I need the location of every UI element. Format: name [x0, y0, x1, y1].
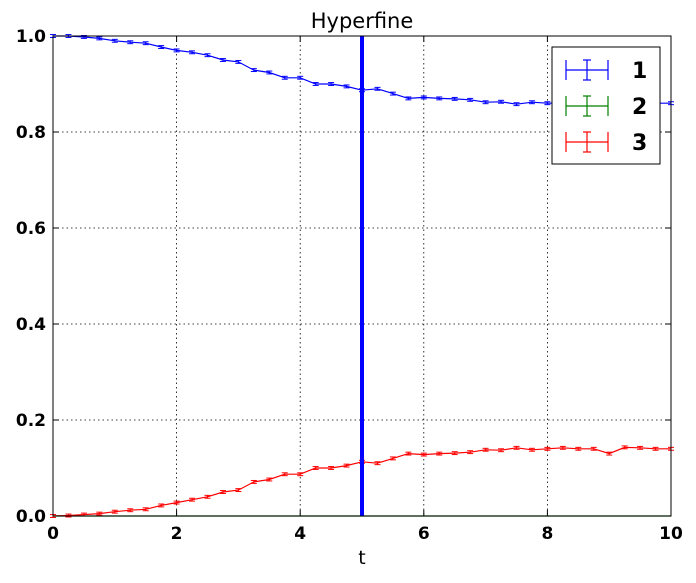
y-tick-label: 0.0 — [16, 507, 46, 527]
legend-item-1: 1 — [565, 59, 647, 84]
x-tick-label: 8 — [541, 524, 553, 544]
x-tick-label: 0 — [47, 524, 59, 544]
x-tick-label: 4 — [294, 524, 306, 544]
grid — [53, 36, 671, 516]
x-tick-label: 10 — [659, 524, 683, 544]
x-tick-label: 6 — [418, 524, 430, 544]
legend-label: 3 — [632, 131, 647, 156]
y-tick-label: 0.6 — [16, 219, 46, 239]
plot-frame — [52, 35, 672, 517]
chart-title: Hyperfine — [311, 9, 414, 33]
legend-label: 2 — [632, 95, 647, 120]
y-tick-label: 0.8 — [16, 123, 46, 143]
legend: 1 2 3 — [551, 46, 661, 165]
ticks: 0 2 4 6 8 10 0.0 0.2 0.4 0.6 0.8 1.0 — [16, 27, 683, 544]
legend-label: 1 — [632, 59, 647, 84]
y-tick-label: 0.2 — [16, 411, 46, 431]
legend-item-2: 2 — [565, 95, 647, 120]
legend-item-3: 3 — [565, 131, 647, 156]
y-tick-label: 0.4 — [16, 315, 46, 335]
y-tick-label: 1.0 — [16, 27, 46, 47]
x-tick-label: 2 — [171, 524, 183, 544]
x-axis-label: t — [358, 547, 365, 569]
